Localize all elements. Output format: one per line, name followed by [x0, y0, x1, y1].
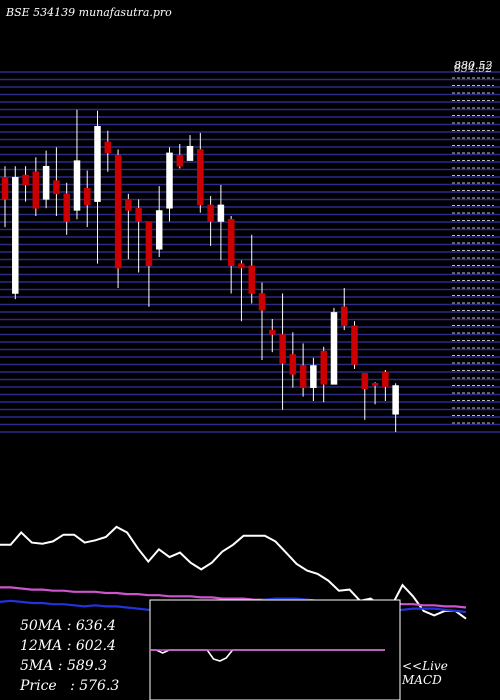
bear-candle: [197, 149, 204, 206]
ma50-stat: 50MA : 636.4: [20, 618, 116, 634]
bear-candle: [299, 365, 307, 388]
bear-candle: [22, 174, 29, 186]
bear-candle: [114, 154, 122, 269]
bear-candle: [207, 204, 214, 222]
bull-candle: [155, 210, 163, 250]
live-link[interactable]: <<Live: [402, 659, 448, 673]
bear-candle: [258, 293, 266, 311]
y-tick-labels: [452, 77, 494, 424]
bear-candle: [351, 325, 358, 365]
bear-candle: [135, 207, 142, 222]
chart-title: BSE 534139 munafasutra.pro: [5, 6, 172, 19]
bull-candle: [217, 204, 225, 222]
bear-candle: [269, 329, 276, 335]
bear-candle: [361, 373, 369, 390]
bear-candle: [63, 193, 70, 222]
bull-candle: [42, 165, 50, 200]
candles: [1, 109, 399, 432]
bear-candle: [53, 180, 60, 195]
ma5-stat: 5MA : 589.3: [20, 658, 107, 674]
macd-lines: [150, 649, 385, 662]
bull-candle: [392, 385, 399, 415]
bear-candle: [125, 199, 132, 211]
price-stat: Price : 576.3: [19, 678, 119, 694]
bear-candle: [227, 219, 235, 267]
bull-candle: [310, 365, 317, 388]
bull-candle: [166, 152, 173, 209]
bear-candle: [340, 306, 348, 326]
bear-candle: [279, 334, 286, 364]
bear-candle: [320, 350, 327, 385]
top-price-label-overlap: 834.52: [454, 62, 493, 75]
bear-candle: [83, 188, 91, 206]
top-price-label: 880.52: [454, 59, 493, 72]
bear-candle: [145, 221, 153, 267]
price-grid: [0, 71, 500, 433]
macd-label: MACD: [401, 673, 442, 687]
bull-candle: [12, 176, 19, 294]
bull-candle: [73, 160, 81, 211]
bear-candle: [1, 176, 9, 200]
bear-candle: [238, 263, 245, 269]
bear-candle: [32, 171, 40, 209]
bear-candle: [382, 371, 389, 387]
bear-candle: [104, 141, 112, 154]
bear-candle: [176, 154, 184, 167]
bear-candle: [248, 265, 255, 294]
bull-candle: [94, 126, 101, 202]
bear-candle: [289, 354, 297, 375]
ma12-stat: 12MA : 602.4: [20, 638, 116, 654]
bull-candle: [186, 145, 194, 161]
bull-candle: [330, 312, 338, 385]
bear-candle: [371, 383, 379, 386]
